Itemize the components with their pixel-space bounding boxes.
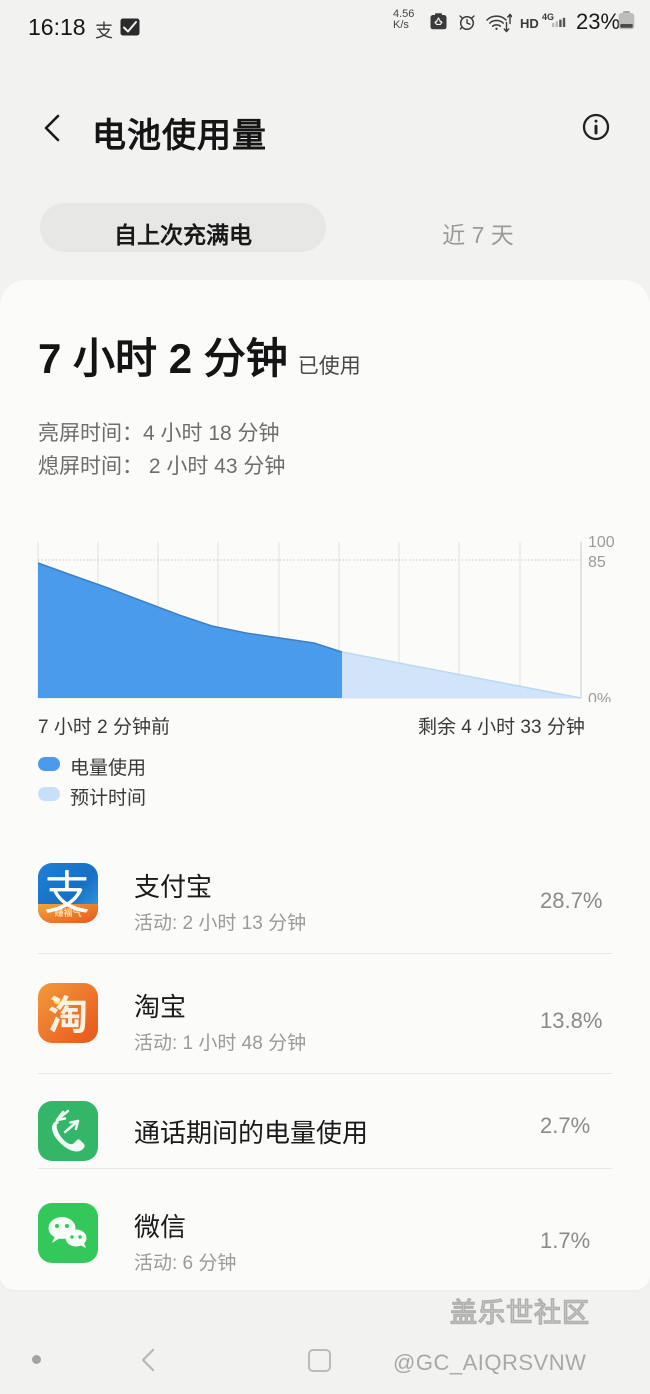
svg-text:0%: 0%: [588, 691, 611, 702]
svg-text:淘: 淘: [48, 983, 88, 1041]
svg-text:100: 100: [588, 534, 615, 551]
svg-text:支: 支: [44, 863, 90, 923]
svg-text:85: 85: [588, 554, 606, 571]
